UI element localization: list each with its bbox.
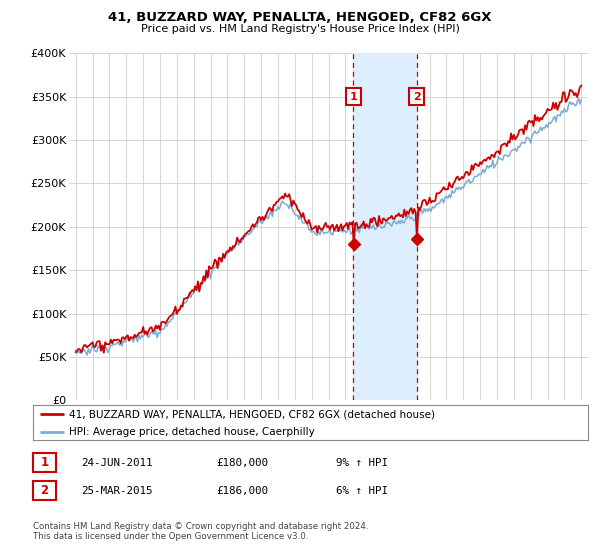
- Text: £186,000: £186,000: [216, 486, 268, 496]
- Text: 25-MAR-2015: 25-MAR-2015: [81, 486, 152, 496]
- Text: Price paid vs. HM Land Registry's House Price Index (HPI): Price paid vs. HM Land Registry's House …: [140, 24, 460, 34]
- Text: 24-JUN-2011: 24-JUN-2011: [81, 458, 152, 468]
- Text: 1: 1: [349, 92, 357, 101]
- Bar: [353, 53, 416, 400]
- Text: Contains HM Land Registry data © Crown copyright and database right 2024.
This d: Contains HM Land Registry data © Crown c…: [33, 522, 368, 542]
- Text: 2: 2: [40, 484, 49, 497]
- Text: HPI: Average price, detached house, Caerphilly: HPI: Average price, detached house, Caer…: [69, 427, 315, 437]
- Text: 9% ↑ HPI: 9% ↑ HPI: [336, 458, 388, 468]
- Text: 41, BUZZARD WAY, PENALLTA, HENGOED, CF82 6GX: 41, BUZZARD WAY, PENALLTA, HENGOED, CF82…: [108, 11, 492, 24]
- Text: 6% ↑ HPI: 6% ↑ HPI: [336, 486, 388, 496]
- Text: £180,000: £180,000: [216, 458, 268, 468]
- Text: 1: 1: [40, 456, 49, 469]
- Text: 41, BUZZARD WAY, PENALLTA, HENGOED, CF82 6GX (detached house): 41, BUZZARD WAY, PENALLTA, HENGOED, CF82…: [69, 409, 435, 419]
- Text: 2: 2: [413, 92, 421, 101]
